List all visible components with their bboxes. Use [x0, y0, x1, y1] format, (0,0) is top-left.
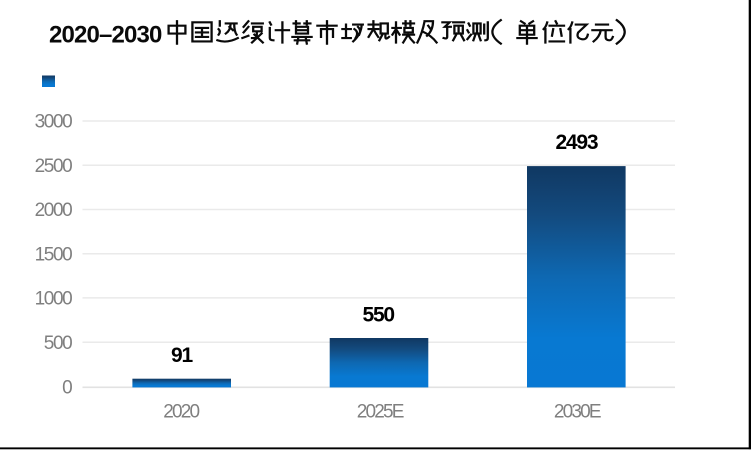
svg-text:3000: 3000 [35, 112, 73, 133]
svg-text:500: 500 [44, 333, 72, 354]
svg-text:2020–2030: 2020–2030 [49, 21, 162, 48]
svg-text:0: 0 [62, 377, 72, 398]
svg-text:2493: 2493 [555, 131, 597, 154]
svg-text:91: 91 [171, 344, 193, 367]
svg-text:2025E: 2025E [357, 402, 404, 423]
svg-text:550: 550 [362, 304, 394, 327]
svg-text:2020: 2020 [163, 402, 199, 423]
svg-text:1500: 1500 [35, 244, 73, 265]
svg-text:2030E: 2030E [554, 402, 601, 423]
svg-text:1000: 1000 [35, 289, 73, 310]
svg-text:2000: 2000 [35, 200, 73, 221]
svg-text:2500: 2500 [35, 156, 73, 177]
